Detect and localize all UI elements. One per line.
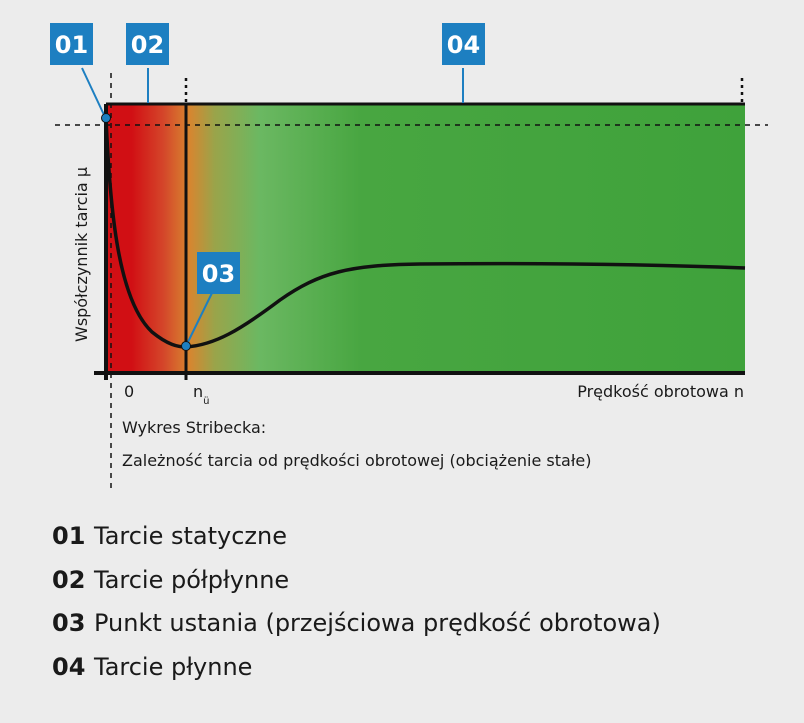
legend-number: 01 — [52, 522, 86, 550]
caption-title: Wykres Stribecka: — [122, 418, 266, 437]
tag-02: 02 — [126, 23, 169, 65]
legend: 01 Tarcie statyczne 02 Tarcie półpłynne 03… — [52, 518, 661, 692]
caption-description: Zależność tarcia od prędkości obrotowej … — [122, 451, 591, 470]
svg-text:03: 03 — [202, 260, 235, 288]
y-axis-label: Współczynnik tarcia μ — [72, 167, 91, 342]
svg-text:02: 02 — [131, 31, 164, 59]
legend-item: 04 Tarcie płynne — [52, 649, 661, 693]
svg-text:04: 04 — [447, 31, 480, 59]
x-tick-transition-label: nü — [193, 382, 209, 407]
tag-04: 04 — [442, 23, 485, 65]
legend-item: 03 Punkt ustania (przejściowa prędkość ob… — [52, 605, 661, 649]
friction-zone-area — [106, 104, 745, 373]
x-tick-zero-label: 0 — [124, 382, 134, 401]
tag-01: 01 — [50, 23, 93, 65]
stribeck-curve — [104, 117, 746, 349]
legend-number: 03 — [52, 609, 86, 637]
x-axis-label: Prędkość obrotowa n — [577, 382, 744, 401]
legend-text: Tarcie statyczne — [94, 522, 287, 550]
transition-point — [181, 341, 191, 351]
legend-text: Tarcie półpłynne — [94, 565, 290, 594]
legend-number: 02 — [52, 565, 86, 594]
callout-03-line — [185, 292, 213, 347]
legend-item: 01 Tarcie statyczne — [52, 518, 661, 562]
legend-text: Tarcie płynne — [94, 652, 253, 681]
static-friction-point — [101, 113, 111, 123]
svg-text:01: 01 — [55, 31, 88, 59]
legend-text: Punkt ustania (przejściowa prędkość obro… — [94, 609, 661, 637]
legend-item: 02 Tarcie półpłynne — [52, 562, 661, 606]
callout-01-line — [81, 67, 106, 118]
tag-03: 03 — [197, 252, 240, 294]
legend-number: 04 — [52, 652, 86, 681]
